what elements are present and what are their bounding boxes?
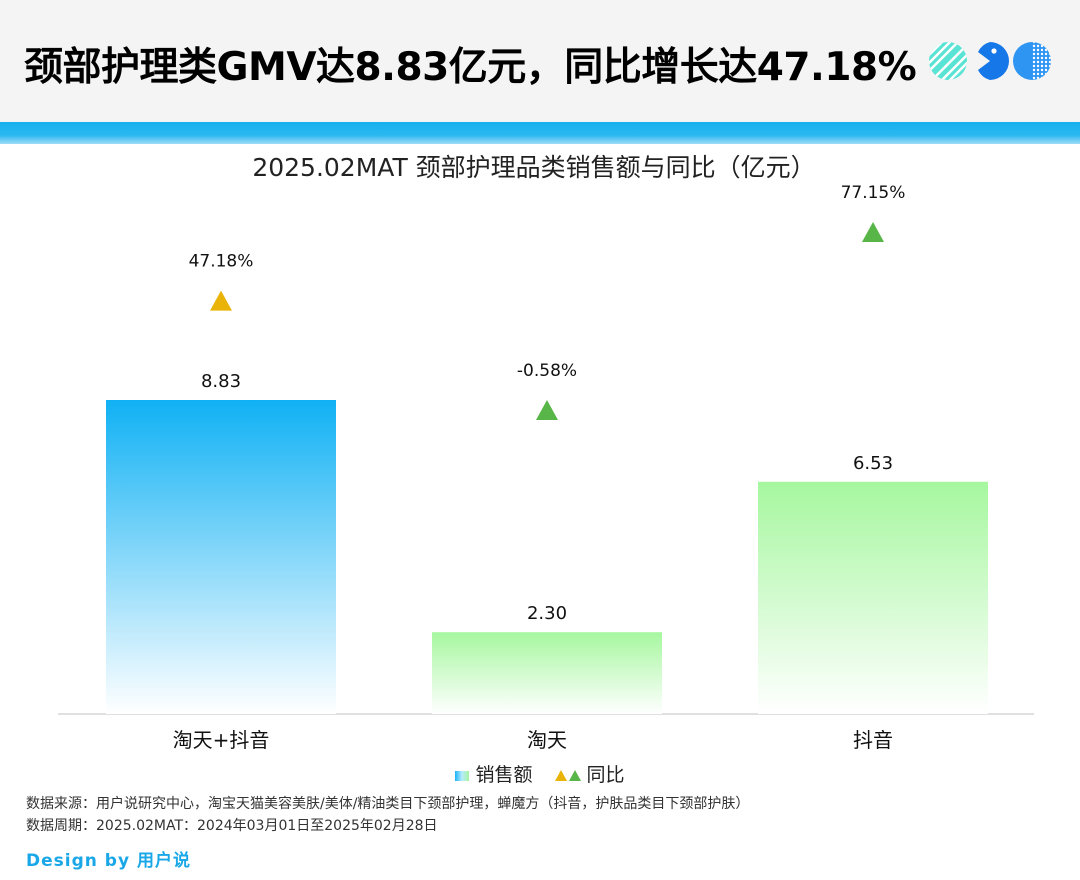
legend-sales: 销售额 [455, 760, 532, 787]
bar-value-label-2: 6.53 [853, 453, 893, 474]
design-credit-name: 用户说 [136, 851, 191, 871]
bar-value-label-0: 8.83 [201, 371, 241, 392]
yoy-marker-0 [210, 290, 232, 311]
data-source-note: 数据来源：用户说研究中心，淘宝天猫美容美肤/美体/精油类目下颈部护理，蝉魔方（抖… [26, 796, 750, 812]
data-period-note: 数据周期：2025.02MAT：2024年03月01日至2025年02月28日 [26, 818, 438, 834]
yoy-label-0: 47.18% [189, 252, 254, 272]
page-headline: 颈部护理类GMV达8.83亿元，同比增长达47.18% [24, 45, 917, 90]
chart-legend: 销售额 同比 [0, 760, 1080, 787]
design-credit: Design by 用户说 [26, 846, 191, 871]
accent-band [0, 122, 1080, 144]
bar-1 [432, 632, 662, 714]
legend-yoy-green-triangle-icon [568, 770, 581, 781]
legend-sales-swatch [455, 770, 470, 781]
yoy-label-2: 77.15% [841, 183, 906, 203]
bar-0 [106, 400, 336, 714]
brand-logo-circles-icon [929, 42, 1051, 80]
category-label-0: 淘天+抖音 [173, 728, 270, 752]
legend-yoy: 同比 [554, 760, 625, 787]
yoy-marker-1 [536, 400, 558, 420]
legend-sales-label: 销售额 [475, 764, 533, 786]
category-label-2: 抖音 [853, 728, 893, 752]
category-label-1: 淘天 [527, 728, 567, 752]
chart-title: 2025.02MAT 颈部护理品类销售额与同比（亿元） [252, 153, 815, 182]
legend-yoy-yellow-triangle-icon [554, 770, 567, 781]
legend-yoy-label: 同比 [586, 764, 625, 786]
bar-2 [758, 481, 988, 714]
yoy-label-1: -0.58% [517, 361, 577, 381]
bar-value-label-1: 2.30 [527, 603, 567, 624]
yoy-marker-2 [862, 222, 884, 242]
sales-chart: 2025.02MAT 颈部护理品类销售额与同比（亿元） 8.83 淘天+抖音 47.… [58, 153, 1034, 752]
header-area: 颈部护理类GMV达8.83亿元，同比增长达47.18% [0, 0, 1080, 122]
design-credit-prefix: Design by [26, 851, 137, 871]
